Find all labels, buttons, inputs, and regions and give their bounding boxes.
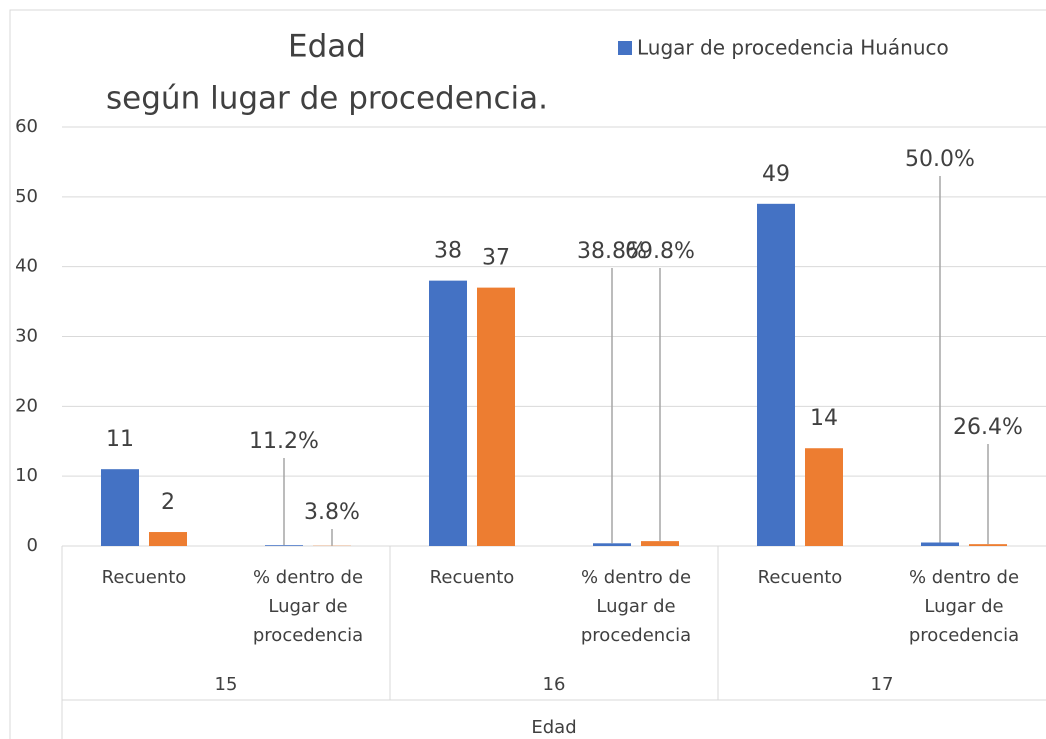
data-label: 3.8% bbox=[304, 500, 360, 525]
group-label: 16 bbox=[543, 674, 566, 695]
x-tick-label: Recuento bbox=[758, 567, 843, 588]
data-label: 26.4% bbox=[953, 415, 1023, 440]
chart-title: según lugar de procedencia. bbox=[106, 81, 548, 117]
x-tick-label: % dentro de Lugar de procedencia bbox=[581, 567, 691, 646]
y-tick-label: 40 bbox=[15, 256, 38, 277]
bar bbox=[921, 542, 959, 546]
bar bbox=[593, 543, 631, 546]
group-label: 17 bbox=[871, 674, 894, 695]
legend-label: Lugar de procedencia Huánuco bbox=[637, 36, 949, 60]
data-label: 37 bbox=[482, 246, 510, 271]
y-tick-label: 10 bbox=[15, 465, 38, 486]
data-label: 11.2% bbox=[249, 429, 319, 454]
legend-swatch bbox=[618, 41, 632, 55]
data-label: 69.8% bbox=[625, 239, 695, 264]
data-label: 50.0% bbox=[905, 147, 975, 172]
chart-title: Edad bbox=[288, 29, 366, 65]
bar bbox=[641, 541, 679, 546]
bar bbox=[265, 545, 303, 546]
y-tick-label: 20 bbox=[15, 395, 38, 416]
y-tick-label: 30 bbox=[15, 326, 38, 347]
bar bbox=[101, 469, 139, 546]
x-tick-label: Recuento bbox=[102, 567, 187, 588]
x-axis-title: Edad bbox=[531, 717, 576, 738]
bar bbox=[805, 448, 843, 546]
y-tick-label: 60 bbox=[15, 116, 38, 137]
bar bbox=[477, 287, 515, 546]
data-label: 2 bbox=[161, 490, 175, 515]
data-label: 14 bbox=[810, 406, 838, 431]
x-tick-label: Recuento bbox=[430, 567, 515, 588]
group-label: 15 bbox=[215, 674, 238, 695]
data-label: 11 bbox=[106, 427, 134, 452]
bar bbox=[757, 203, 795, 547]
y-tick-label: 50 bbox=[15, 186, 38, 207]
x-tick-label: % dentro de Lugar de procedencia bbox=[909, 567, 1019, 646]
bar bbox=[149, 532, 187, 546]
y-tick-label: 0 bbox=[27, 535, 38, 556]
data-label: 38 bbox=[434, 239, 462, 264]
bar bbox=[969, 544, 1007, 546]
x-tick-label: % dentro de Lugar de procedencia bbox=[253, 567, 363, 646]
bar bbox=[429, 280, 467, 546]
data-label: 49 bbox=[762, 162, 790, 187]
data-label: 38.8% bbox=[577, 239, 647, 264]
chart-border bbox=[9, 9, 1046, 739]
